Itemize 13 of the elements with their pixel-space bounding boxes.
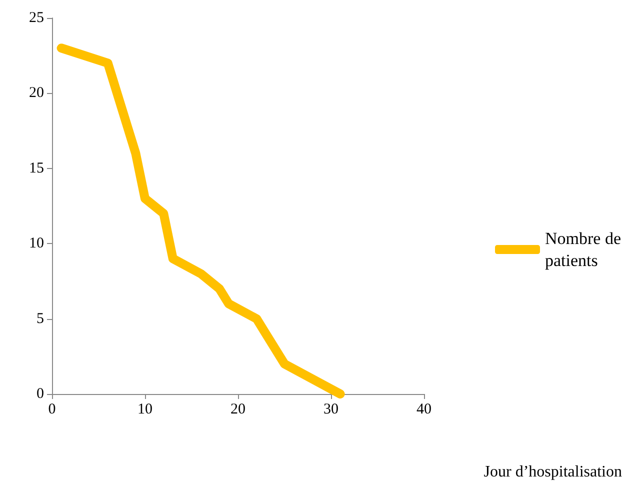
y-tick-label: 25 <box>29 10 44 26</box>
x-tick-label: 10 <box>138 402 152 418</box>
x-tick-label: 40 <box>416 402 432 418</box>
x-tick-label: 20 <box>230 402 246 418</box>
y-tick-label: 5 <box>36 310 44 327</box>
y-tick-label: 20 <box>29 85 44 102</box>
x-axis-title: Jour d’hospitalisation <box>484 464 622 480</box>
x-tick-label: 30 <box>324 402 338 418</box>
legend-label: Nombre de patients <box>545 229 622 270</box>
y-tick-label: 15 <box>29 160 44 176</box>
x-tick-label: 0 <box>48 402 56 418</box>
y-tick-label: 10 <box>29 236 44 252</box>
y-tick-label: 0 <box>36 386 44 402</box>
